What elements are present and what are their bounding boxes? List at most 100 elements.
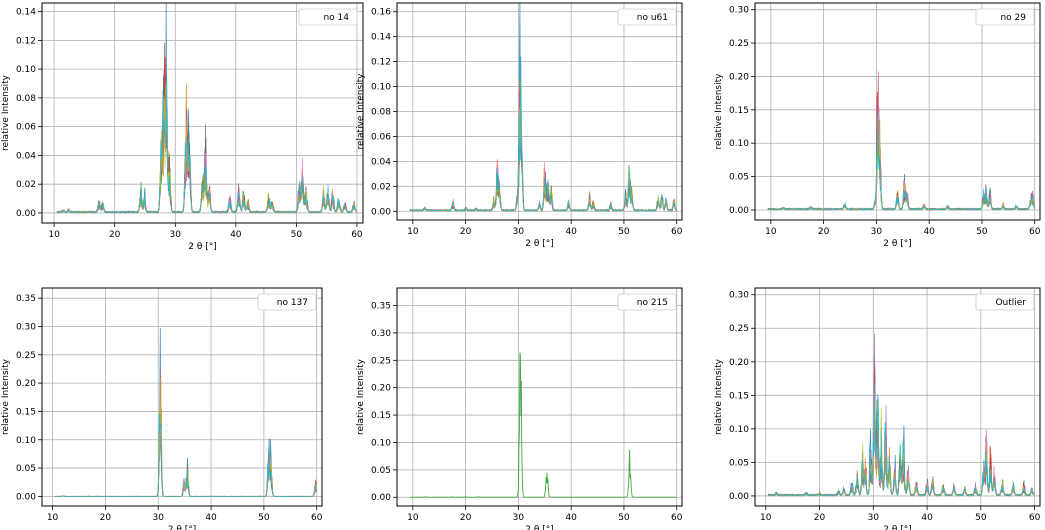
- x-tick-label: 10: [48, 230, 60, 240]
- x-tick-label: 40: [565, 227, 577, 237]
- x-tick-label: 50: [975, 513, 987, 523]
- x-tick-label: 20: [818, 227, 830, 237]
- x-axis-label: 2 θ [°]: [883, 525, 911, 530]
- spectrum-trace: [409, 78, 677, 212]
- legend-entry: no 14: [323, 13, 349, 23]
- x-tick-label: 50: [618, 513, 630, 523]
- y-tick-label: 0.30: [729, 6, 749, 16]
- y-axis-label: relative Intensity: [356, 73, 366, 150]
- x-tick-label: 50: [618, 227, 630, 237]
- y-tick-label: 0.30: [371, 329, 391, 339]
- y-tick-label: 0.25: [729, 324, 749, 334]
- legend-box: [617, 293, 677, 311]
- spectrum-trace: [767, 71, 1036, 211]
- legend-box: [975, 8, 1035, 26]
- spectrum-trace: [54, 413, 317, 497]
- y-tick-label: 0.12: [371, 58, 391, 68]
- y-tick-label: 0.35: [371, 302, 391, 312]
- x-tick-label: 50: [976, 227, 988, 237]
- legend-box: [975, 293, 1035, 311]
- y-axis-label: relative Intensity: [1, 74, 11, 151]
- legend-box: [617, 8, 677, 26]
- spectrum-trace: [409, 2, 678, 212]
- plot-frame: [41, 2, 364, 224]
- y-tick-label: 0.35: [16, 294, 36, 304]
- y-axis-label: relative Intensity: [1, 358, 11, 435]
- x-axis-label: 2 θ [°]: [168, 525, 196, 530]
- y-tick-label: 0.14: [16, 8, 36, 18]
- x-axis-label: 2 θ [°]: [525, 525, 553, 530]
- x-tick-label: 50: [258, 513, 270, 523]
- y-tick-label: 0.04: [16, 151, 36, 161]
- legend-entry: no 137: [277, 298, 308, 308]
- y-tick-label: 0.10: [729, 139, 749, 149]
- plot-frame: [41, 287, 323, 507]
- spectrum-trace: [54, 328, 317, 497]
- x-tick-label: 10: [47, 513, 59, 523]
- spectrum-trace: [409, 94, 678, 212]
- y-tick-label: 0.20: [16, 379, 36, 389]
- y-tick-label: 0.20: [729, 358, 749, 368]
- x-tick-label: 40: [923, 227, 935, 237]
- legend-entry: no 29: [1000, 13, 1026, 23]
- spectrum-trace: [767, 109, 1036, 211]
- spectrum-trace: [54, 367, 317, 497]
- x-tick-label: 30: [513, 227, 525, 237]
- y-tick-label: 0.30: [729, 291, 749, 301]
- x-tick-label: 60: [1029, 227, 1041, 237]
- plot-frame: [396, 287, 683, 507]
- y-tick-label: 0.00: [371, 493, 391, 503]
- x-tick-label: 10: [407, 513, 419, 523]
- spectrum-trace: [767, 107, 1036, 211]
- y-tick-label: 0.15: [16, 407, 36, 417]
- y-tick-label: 0.16: [371, 8, 391, 18]
- x-tick-label: 60: [1029, 513, 1041, 523]
- x-tick-label: 30: [170, 230, 182, 240]
- y-tick-label: 0.10: [729, 425, 749, 435]
- legend-box: [257, 293, 317, 311]
- x-tick-label: 10: [760, 513, 772, 523]
- plot-frame: [754, 2, 1041, 221]
- spectrum-trace: [409, 352, 677, 498]
- x-tick-label: 60: [671, 513, 683, 523]
- y-tick-label: 0.00: [16, 492, 36, 502]
- legend-entry: Outlier: [995, 298, 1026, 308]
- y-tick-label: 0.15: [371, 411, 391, 421]
- y-tick-label: 0.08: [371, 108, 391, 118]
- y-tick-label: 0.06: [16, 123, 36, 133]
- y-tick-label: 0.02: [371, 182, 391, 192]
- y-tick-label: 0.05: [16, 464, 36, 474]
- y-tick-label: 0.25: [371, 356, 391, 366]
- y-axis-label: relative Intensity: [356, 358, 366, 435]
- chart-panel-6: 10 20 30 40 50 60 0.00 0.05 0.10 0.15 0.20 0.25 0.30…: [714, 287, 1041, 530]
- x-tick-label: 20: [814, 513, 826, 523]
- y-tick-label: 0.05: [371, 466, 391, 476]
- legend-box: [298, 8, 358, 26]
- y-tick-label: 0.10: [16, 436, 36, 446]
- y-tick-label: 0.00: [371, 207, 391, 217]
- y-tick-label: 0.08: [16, 94, 36, 104]
- spectrum-trace: [54, 377, 317, 497]
- y-tick-label: 0.10: [371, 83, 391, 93]
- x-tick-label: 20: [460, 513, 472, 523]
- y-tick-label: 0.02: [16, 180, 36, 190]
- x-tick-label: 60: [671, 227, 683, 237]
- chart-panel-4: 10 20 30 40 50 60 0.00 0.05 0.10 0.15 0.20 0.25 0.30…: [1, 287, 323, 530]
- y-tick-label: 0.05: [729, 173, 749, 183]
- y-axis-label: relative Intensity: [714, 73, 724, 150]
- y-tick-label: 0.15: [729, 106, 749, 116]
- y-tick-label: 0.00: [16, 209, 36, 219]
- spectrum-trace: [409, 56, 677, 212]
- spectrum-trace: [767, 127, 1036, 211]
- spectrum-trace: [767, 119, 1036, 211]
- spectrum-trace: [54, 376, 317, 497]
- legend-entry: no 215: [637, 298, 668, 308]
- chart-panel-1: 10 20 30 40 50 60 0.00 0.02 0.04 0.06 0.08 0.10 0.12…: [1, 2, 364, 252]
- y-tick-label: 0.25: [16, 351, 36, 361]
- y-tick-label: 0.14: [371, 33, 391, 43]
- legend-entry: no u61: [637, 13, 668, 23]
- spectrum-trace: [767, 73, 1036, 211]
- x-axis-label: 2 θ [°]: [883, 239, 911, 249]
- y-axis-label: relative Intensity: [714, 358, 724, 435]
